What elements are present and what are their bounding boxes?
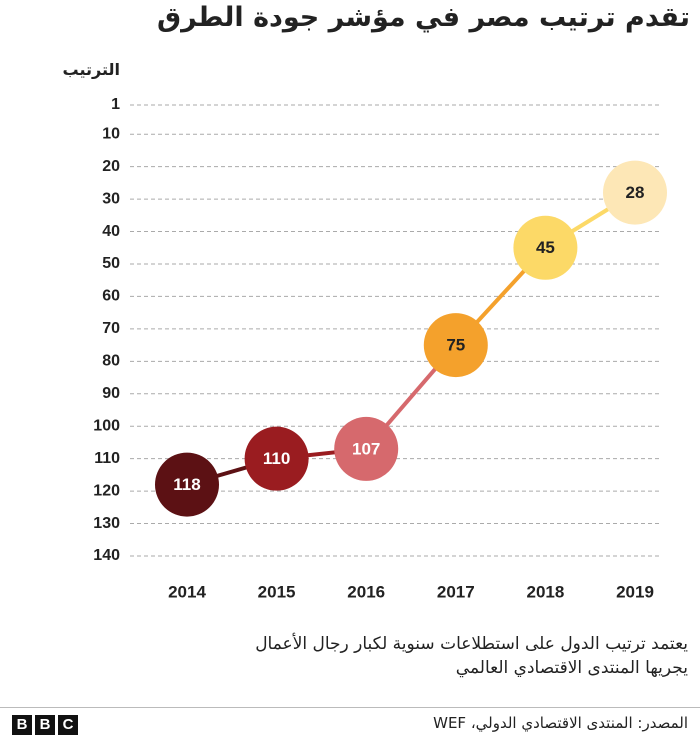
x-tick-label: 2014 [168, 582, 206, 601]
note: يعتمد ترتيب الدول على استطلاعات سنوية لك… [255, 634, 688, 654]
point [603, 160, 667, 225]
y-tick-label: 50 [102, 255, 120, 272]
chart-title: تقدم ترتيب مصر في مؤشر جودة الطرق [157, 2, 690, 33]
data-label: 118 [173, 475, 200, 494]
source: المصدر: المنتدى الاقتصادي الدولي، WEF [433, 714, 688, 732]
y-tick-label: 140 [93, 547, 120, 564]
y-tick-label: 10 [102, 125, 120, 142]
y-tick-label: 20 [102, 158, 120, 175]
point [155, 452, 219, 517]
x-tick-label: 2016 [347, 582, 385, 601]
point [244, 426, 309, 491]
divider [0, 707, 700, 708]
point [423, 313, 488, 378]
x-tick-label: 2015 [258, 582, 296, 601]
y-tick-label: 70 [102, 320, 120, 337]
point [334, 416, 399, 481]
y-axis-label: الترتيب [62, 60, 120, 79]
y-tick-label: 80 [102, 353, 120, 370]
data-label: 75 [446, 336, 465, 355]
y-tick-label: 40 [102, 223, 120, 240]
x-tick-label: 2017 [437, 582, 475, 601]
y-tick-label: 100 [93, 417, 120, 434]
y-tick-label: 30 [102, 190, 120, 207]
y-tick-label: 1 [111, 96, 120, 113]
logo-letter: B [12, 715, 32, 735]
x-tick-label: 2019 [616, 582, 654, 601]
y-tick-label: 90 [102, 385, 120, 402]
y-tick-label: 110 [94, 450, 120, 467]
y-tick-label: 60 [102, 288, 120, 305]
data-label: 110 [263, 449, 290, 468]
note: يجريها المنتدى الاقتصادي العالمي [455, 658, 688, 678]
y-tick-label: 130 [93, 515, 120, 532]
logo-letter: C [58, 715, 78, 735]
logo-letter: B [35, 715, 55, 735]
point [513, 215, 578, 280]
logo: B B C [12, 715, 78, 735]
data-label: 28 [626, 183, 645, 202]
data-label: 107 [352, 439, 380, 458]
y-tick-label: 120 [93, 482, 120, 499]
x-tick-label: 2018 [526, 582, 564, 601]
data-label: 45 [536, 238, 555, 257]
